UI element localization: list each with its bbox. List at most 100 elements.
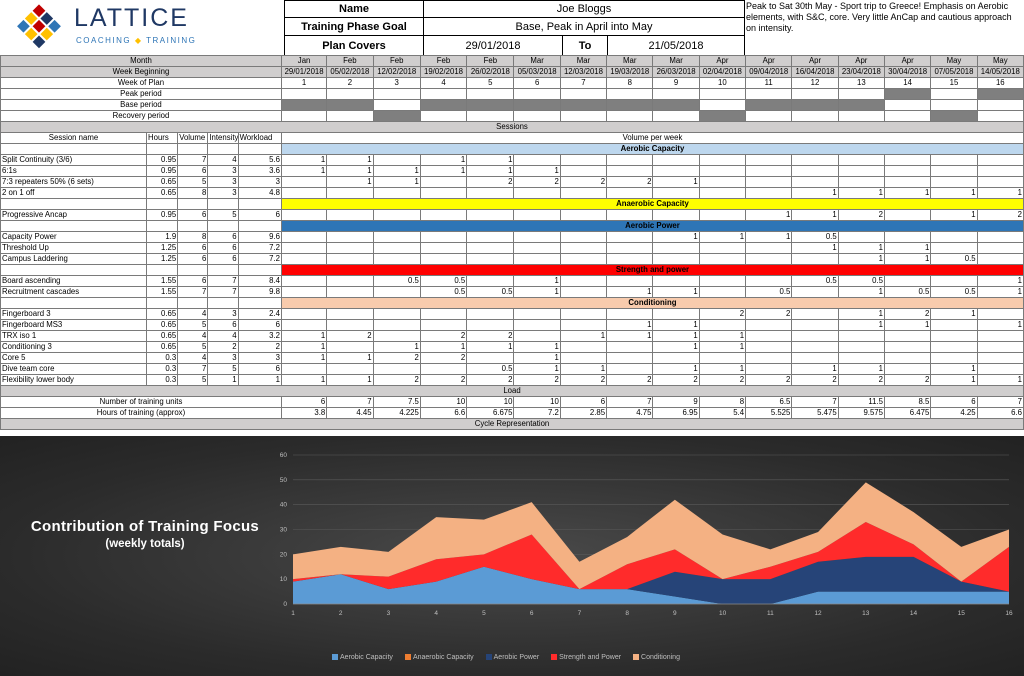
volume-cell[interactable]: 1 — [606, 286, 654, 298]
volume-cell[interactable] — [280, 253, 328, 265]
volume-cell[interactable]: 1 — [280, 341, 328, 353]
period-cell[interactable] — [837, 99, 885, 111]
period-cell[interactable] — [372, 88, 421, 100]
volume-cell[interactable]: 1 — [698, 330, 747, 342]
volume-cell[interactable] — [791, 253, 839, 265]
volume-cell[interactable] — [466, 242, 515, 254]
volume-cell[interactable]: 1 — [976, 319, 1024, 331]
volume-cell[interactable]: 0.5 — [419, 286, 468, 298]
volume-cell[interactable] — [280, 176, 328, 188]
volume-cell[interactable] — [559, 187, 608, 199]
volume-cell[interactable] — [466, 187, 515, 199]
volume-cell[interactable]: 0.5 — [791, 231, 839, 243]
volume-cell[interactable] — [326, 242, 374, 254]
volume-cell[interactable] — [419, 242, 468, 254]
volume-cell[interactable]: 1 — [513, 341, 561, 353]
volume-cell[interactable]: 1 — [466, 165, 515, 177]
session-name[interactable]: Fingerboard 3 — [0, 308, 147, 320]
volume-cell[interactable] — [280, 319, 328, 331]
volume-cell[interactable] — [698, 242, 747, 254]
volume-cell[interactable]: 1 — [930, 374, 978, 386]
volume-cell[interactable] — [652, 352, 700, 364]
volume-cell[interactable] — [745, 352, 793, 364]
period-cell[interactable] — [698, 88, 747, 100]
volume-cell[interactable]: 1 — [930, 363, 978, 375]
volume-cell[interactable] — [419, 319, 468, 331]
volume-cell[interactable]: 1 — [791, 187, 839, 199]
volume-cell[interactable] — [559, 308, 608, 320]
volume-cell[interactable] — [652, 242, 700, 254]
volume-cell[interactable] — [883, 275, 932, 287]
volume-cell[interactable] — [976, 165, 1024, 177]
session-name[interactable]: Progressive Ancap — [0, 209, 147, 221]
volume-cell[interactable]: 1 — [976, 286, 1024, 298]
volume-cell[interactable]: 0.5 — [930, 253, 978, 265]
volume-cell[interactable]: 2 — [606, 176, 654, 188]
volume-cell[interactable] — [698, 253, 747, 265]
volume-cell[interactable] — [791, 341, 839, 353]
volume-cell[interactable] — [930, 242, 978, 254]
period-cell[interactable] — [791, 99, 839, 111]
name-value[interactable]: Joe Bloggs — [423, 0, 745, 18]
volume-cell[interactable] — [419, 187, 468, 199]
period-cell[interactable] — [280, 99, 328, 111]
volume-cell[interactable]: 1 — [606, 319, 654, 331]
period-cell[interactable] — [466, 110, 515, 122]
volume-cell[interactable] — [976, 363, 1024, 375]
period-cell[interactable] — [419, 88, 468, 100]
volume-cell[interactable] — [419, 176, 468, 188]
volume-cell[interactable]: 2 — [513, 176, 561, 188]
volume-cell[interactable]: 1 — [280, 352, 328, 364]
volume-cell[interactable] — [698, 187, 747, 199]
volume-cell[interactable] — [513, 231, 561, 243]
period-cell[interactable] — [466, 88, 515, 100]
volume-cell[interactable] — [976, 253, 1024, 265]
volume-cell[interactable]: 1 — [883, 319, 932, 331]
volume-cell[interactable]: 1 — [326, 352, 374, 364]
volume-cell[interactable]: 1 — [372, 165, 421, 177]
session-name[interactable]: Dive team core — [0, 363, 147, 375]
period-cell[interactable] — [745, 110, 793, 122]
period-cell[interactable] — [513, 99, 561, 111]
volume-cell[interactable] — [559, 352, 608, 364]
volume-cell[interactable]: 1 — [930, 187, 978, 199]
volume-cell[interactable] — [745, 253, 793, 265]
volume-cell[interactable] — [513, 154, 561, 166]
volume-cell[interactable] — [606, 154, 654, 166]
volume-cell[interactable]: 1 — [652, 319, 700, 331]
volume-cell[interactable] — [606, 165, 654, 177]
volume-cell[interactable]: 2 — [791, 374, 839, 386]
volume-cell[interactable]: 2 — [466, 374, 515, 386]
volume-cell[interactable] — [466, 352, 515, 364]
period-cell[interactable] — [372, 110, 421, 122]
period-cell[interactable] — [326, 99, 374, 111]
volume-cell[interactable]: 1 — [652, 231, 700, 243]
volume-cell[interactable] — [883, 352, 932, 364]
volume-cell[interactable] — [372, 363, 421, 375]
session-name[interactable]: TRX iso 1 — [0, 330, 147, 342]
volume-cell[interactable] — [326, 231, 374, 243]
volume-cell[interactable] — [698, 176, 747, 188]
volume-cell[interactable]: 1 — [280, 154, 328, 166]
volume-cell[interactable]: 2 — [326, 330, 374, 342]
period-cell[interactable] — [326, 88, 374, 100]
volume-cell[interactable]: 2 — [837, 209, 885, 221]
volume-cell[interactable] — [745, 176, 793, 188]
volume-cell[interactable] — [698, 154, 747, 166]
period-cell[interactable] — [930, 99, 978, 111]
volume-cell[interactable] — [280, 187, 328, 199]
plan-from[interactable]: 29/01/2018 — [423, 35, 563, 56]
volume-cell[interactable] — [466, 319, 515, 331]
volume-cell[interactable] — [745, 319, 793, 331]
volume-cell[interactable] — [466, 253, 515, 265]
volume-cell[interactable] — [837, 154, 885, 166]
session-name[interactable]: Core 5 — [0, 352, 147, 364]
volume-cell[interactable]: 2 — [698, 374, 747, 386]
plan-notes[interactable]: Peak to Sat 30th May - Sport trip to Gre… — [746, 1, 1012, 33]
session-name[interactable]: Board ascending — [0, 275, 147, 287]
volume-cell[interactable]: 1 — [513, 165, 561, 177]
volume-cell[interactable] — [698, 319, 747, 331]
volume-cell[interactable] — [513, 330, 561, 342]
volume-cell[interactable] — [745, 341, 793, 353]
volume-cell[interactable] — [559, 341, 608, 353]
